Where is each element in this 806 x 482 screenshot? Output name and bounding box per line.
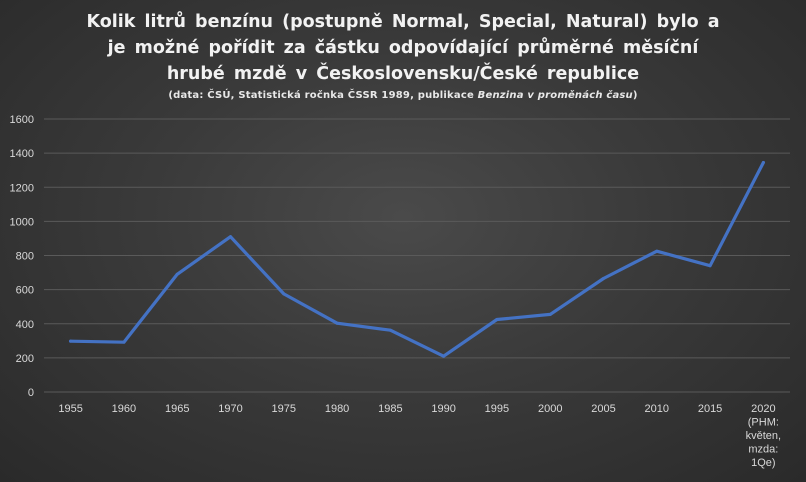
x-tick-label: 1975 [272,403,296,415]
x-tick-label: 1970 [218,403,242,415]
x-tick-label: 1965 [165,403,189,415]
x-tick-label: 1960 [112,403,136,415]
data-point-1995 [495,317,499,321]
data-point-2010 [655,249,659,253]
x-tick-label: 1985 [378,403,402,415]
chart-subtitle: (data: ČSÚ, Statistická ročnka ČSSR 1989… [0,90,806,101]
y-tick-label: 400 [16,319,34,331]
data-point-1960 [122,340,126,344]
x-tick-label-line: 1960 [112,403,136,415]
x-tick-label-line: 2020 [751,403,775,415]
x-tick-label-line: 1990 [431,403,455,415]
y-tick-label: 0 [28,387,34,399]
x-tick-label-line: 1985 [378,403,402,415]
x-tick-label: 2015 [698,403,722,415]
x-tick-label: 2010 [645,403,669,415]
y-tick-label: 1400 [10,148,34,160]
subtitle-prefix: (data: ČSÚ, Statistická ročnka ČSSR 1989… [168,90,478,101]
data-point-2005 [602,277,605,281]
subtitle-suffix: ) [632,90,638,101]
subtitle-italic: Benzina v proměnách času [477,90,633,101]
x-tick-label: 1995 [485,403,509,415]
y-tick-label: 800 [16,251,34,263]
y-tick-label: 1600 [10,114,34,126]
x-tick-label-line: 1955 [58,403,82,415]
chart-title: Kolik litrů benzínu (postupně Normal, Sp… [0,9,806,87]
y-tick-label: 1000 [10,216,34,228]
y-tick-label: 1200 [10,182,34,194]
data-point-1980 [335,321,339,325]
x-tick-label-line: 1980 [325,403,349,415]
data-series [68,160,766,358]
y-tick-label: 600 [16,285,34,297]
data-point-1985 [388,328,392,332]
x-tick-label: 2000 [538,403,562,415]
data-point-1955 [69,339,73,343]
data-point-1975 [282,292,286,296]
x-axis: 1955 1960 1965 1970 1975 1980 1985 1990 1995 2000… [58,403,781,469]
data-point-1965 [175,272,179,276]
x-tick-label-line: 1970 [218,403,242,415]
chart-title-line-3: hrubé mzdě v Československu/České republ… [166,64,640,84]
x-tick-label-line: (PHM: [748,417,779,429]
x-tick-label-line: 2000 [538,403,562,415]
x-tick-label: 2020 (PHM: květen, mzda: 1Qe) [746,403,781,469]
chart-title-line-1: Kolik litrů benzínu (postupně Normal, Sp… [86,12,720,32]
series-line [68,160,766,358]
x-tick-label-line: 1975 [272,403,296,415]
x-tick-label: 1980 [325,403,349,415]
x-tick-label-line: květen, [746,430,781,442]
x-tick-label-line: mzda: [748,444,778,456]
data-point-2020 [761,161,765,165]
gridlines [44,118,790,393]
chart-title-line-2: je možné pořídit za částku odpovídající … [107,38,699,58]
data-point-2000 [548,312,552,316]
y-tick-label: 200 [16,353,34,365]
y-axis: 0 200 400 600 800 1000 1200 1400 1600 [10,114,34,399]
x-tick-label-line: 1995 [485,403,509,415]
x-tick-label: 1955 [58,403,82,415]
data-point-2015 [708,264,712,268]
data-point-1990 [442,354,446,358]
x-tick-label-line: 1965 [165,403,189,415]
data-point-1970 [229,235,232,239]
x-tick-label-line: 2005 [591,403,615,415]
x-tick-label: 2005 [591,403,615,415]
x-tick-label-line: 2015 [698,403,722,415]
x-tick-label-line: 1Qe) [751,457,775,469]
x-tick-label: 1990 [431,403,455,415]
x-tick-label-line: 2010 [645,403,669,415]
